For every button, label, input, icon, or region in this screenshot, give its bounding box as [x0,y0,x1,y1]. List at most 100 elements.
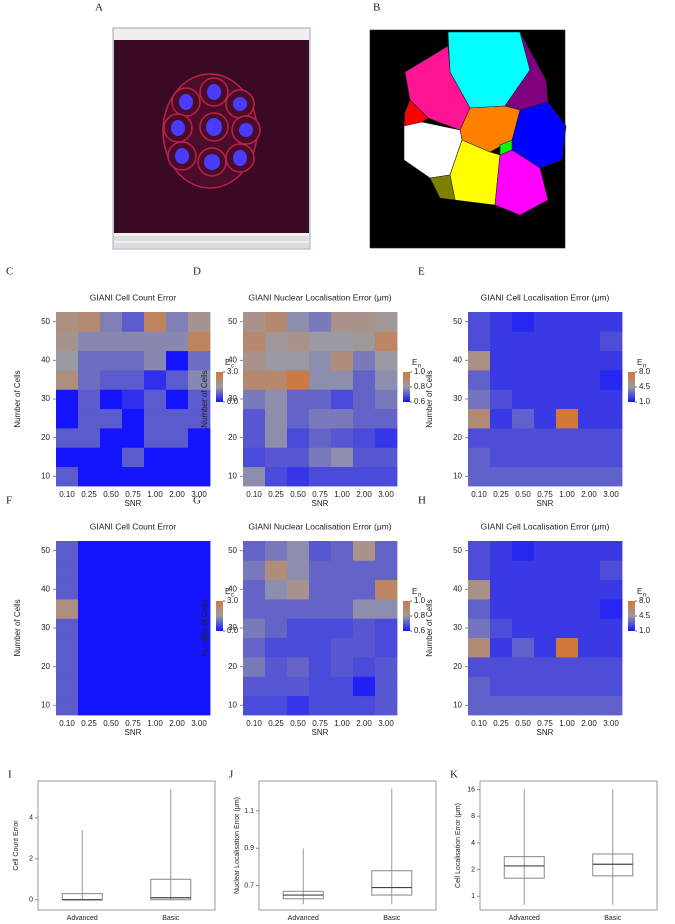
heatmap-cell [468,695,491,716]
x-tick-label: 0.75 [312,719,328,728]
x-axis-label: SNR [537,728,554,737]
x-tick-label: 1.00 [334,719,350,728]
heatmap-cell [56,599,79,619]
x-tick-label: 0.50 [290,490,306,499]
colorbar-tick-label: 1.0 [414,367,426,376]
heatmap-cell [56,408,79,429]
heatmap-cell [490,637,513,658]
y-tick-label: 40 [41,584,50,593]
x-tick-label: 0.50 [103,490,119,499]
heatmap-cell [78,331,101,352]
heatmap-cell [309,541,332,561]
colorbar [216,372,223,402]
colorbar-tick-label: 8.0 [639,596,651,605]
y-tick-label: 40 [453,355,462,364]
heatmap-cell [188,350,211,371]
heatmap-cell [331,579,354,600]
heatmap-cell [309,370,332,390]
heatmap-cell [144,579,167,600]
heatmap-cell [375,370,398,390]
heatmap-cell [375,408,398,429]
heatmap-cell [144,408,167,429]
heatmap-cell [166,618,189,639]
heatmap-cell [166,350,189,371]
heatmap-cell [56,428,79,448]
y-tick-label: 30 [41,394,50,403]
x-tick-label: 0.10 [471,490,487,499]
segmentation [369,29,567,249]
heatmap-cell [122,389,145,410]
heatmap-cell [243,331,266,352]
box [150,878,192,901]
heatmap-cell [243,370,266,390]
heatmap-cell [468,389,491,410]
heatmap-cell [265,541,288,561]
heatmap-cell [353,560,376,581]
heatmap-cell [265,389,288,410]
heatmap-cell [578,447,601,468]
heatmap-cell [144,657,167,677]
x-tick-label: 0.50 [515,719,531,728]
heatmap-cell [534,695,557,716]
heatmap-cell [331,599,354,619]
y-tick-label: 50 [453,546,462,555]
segment [429,174,456,201]
heatmap-cell [265,331,288,352]
heatmap-cell [556,370,579,390]
heatmap-cell [287,560,310,581]
y-tick-label: 0.9 [244,845,254,852]
heatmap-cell [309,579,332,600]
heatmap-cell [56,389,79,410]
heatmap-cell [534,447,557,468]
heatmap-cell [287,428,310,448]
heatmap-cell [100,447,123,468]
heatmap-cell [78,541,101,561]
heatmap-cell [56,560,79,581]
heatmap-cell [287,389,310,410]
heatmap-cell [100,389,123,410]
y-axis-label: Cell Localisation Error (μm) [455,803,462,888]
colorbar-tick-label: 0.6 [414,397,426,406]
heatmap-cell [556,676,579,697]
heatmap-cell [578,676,601,697]
heatmap-cell [534,618,557,639]
y-tick-label: 30 [453,394,462,403]
heatmap-cell [287,331,310,352]
y-axis-label: Nuclear Localisation Error (μm) [234,797,241,894]
heatmap-cell [188,579,211,600]
heatmap-cell [309,331,332,352]
heatmap-cell [144,370,167,390]
heatmap-cell [243,599,266,619]
y-axis-label: Number of Cells [13,599,22,656]
colorbar-tick-label: 0.0 [227,626,239,635]
y-axis-label: Number of Cells [425,370,434,427]
heatmap-cell [56,331,79,352]
heatmap-cell [600,560,623,581]
heatmap-cell [578,560,601,581]
heatmap-cell [600,312,623,332]
heatmap-cell [78,312,101,332]
y-tick-label: 40 [41,355,50,364]
heatmap-cell [375,350,398,371]
x-axis-label: SNR [537,499,554,508]
heatmap-cell [534,541,557,561]
heatmap-cell [265,350,288,371]
heatmap-cell [188,676,211,697]
heatmap-cell [287,466,310,487]
heatmap-cell [353,676,376,697]
heatmap-cell [78,676,101,697]
heatmap-cell [375,637,398,658]
heatmap-cell [166,331,189,352]
heatmap-cell [287,618,310,639]
x-axis-label: SNR [125,728,142,737]
heatmap-cell [287,370,310,390]
heatmap-cell [78,428,101,448]
heatmap-cell [122,541,145,561]
heatmap-cell [331,676,354,697]
heatmap-cell [56,370,79,390]
heatmap-cell [534,408,557,429]
heatmap-cell [512,560,535,581]
heatmap-cell [490,466,513,487]
heatmap-cell [534,599,557,619]
heatmap-cell [56,637,79,658]
